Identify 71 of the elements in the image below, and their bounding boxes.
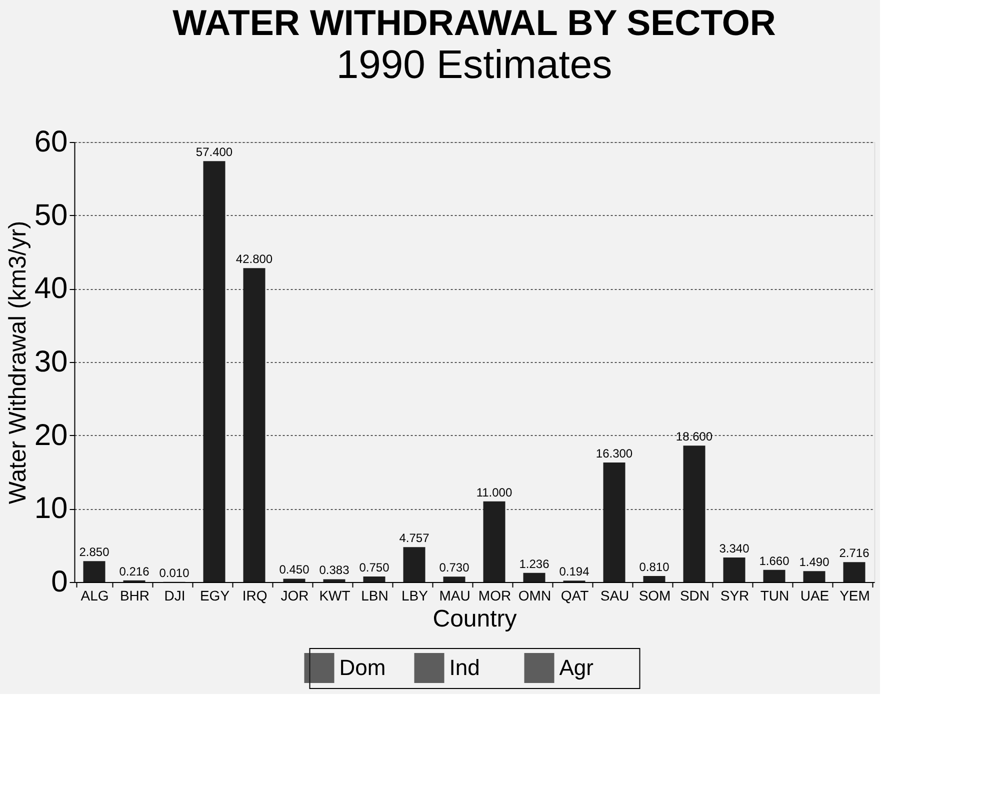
data-label: 18.600 <box>676 430 713 444</box>
data-label: 3.340 <box>719 542 750 556</box>
bar <box>523 572 546 582</box>
bar <box>843 562 866 582</box>
y-tick-label: 20 <box>34 418 68 452</box>
x-tick-label: TUN <box>760 588 790 604</box>
bar <box>603 462 626 582</box>
x-tick-label: DJI <box>164 588 186 604</box>
data-label: 0.750 <box>359 560 390 574</box>
y-axis-title: Water Withdrawal (km3/yr) <box>4 220 32 504</box>
bar <box>243 268 266 582</box>
legend-label: Ind <box>449 655 480 680</box>
bar <box>683 446 706 582</box>
data-label: 0.216 <box>119 564 150 578</box>
bar <box>483 501 506 582</box>
x-tick-label: UAE <box>800 588 830 604</box>
data-label: 0.383 <box>319 563 350 578</box>
data-label: 1.490 <box>799 555 830 570</box>
data-label: 0.194 <box>559 564 590 579</box>
chart-subtitle: 1990 Estimates <box>336 43 612 87</box>
x-tick-label: SAU <box>600 588 630 604</box>
bar <box>763 570 786 582</box>
data-label: 42.800 <box>236 252 273 266</box>
data-label: 57.400 <box>196 145 233 160</box>
data-label: 2.850 <box>79 545 110 560</box>
y-tick-label: 50 <box>34 198 68 232</box>
data-label: 0.810 <box>639 560 670 574</box>
x-tick-label: SDN <box>680 588 710 604</box>
data-label: 16.300 <box>596 446 633 460</box>
bar <box>203 161 226 582</box>
x-tick-label: MAU <box>439 588 470 604</box>
x-tick-label: OMN <box>518 588 552 604</box>
bar <box>323 579 346 582</box>
x-tick-label: EGY <box>200 588 230 604</box>
y-tick-label: 40 <box>34 272 68 306</box>
x-tick-label: IRQ <box>242 588 268 604</box>
x-tick-label: ALG <box>80 588 109 604</box>
data-label: 11.000 <box>476 485 512 500</box>
x-tick-label: QAT <box>560 588 590 604</box>
x-tick-label: LBN <box>361 588 388 604</box>
x-tick-label: KWT <box>319 588 351 604</box>
data-label: 0.450 <box>279 562 310 577</box>
data-label: 4.757 <box>399 531 430 546</box>
x-tick-label: SOM <box>638 588 671 604</box>
legend-label: Dom <box>339 655 386 680</box>
y-tick-label: 30 <box>34 346 68 378</box>
data-label: 1.660 <box>759 554 790 568</box>
y-tick-label: 60 <box>34 126 68 158</box>
bar <box>363 576 386 582</box>
data-label: 2.716 <box>839 546 870 560</box>
bar <box>803 571 826 582</box>
x-axis-title: Country <box>432 606 517 632</box>
y-tick-label: 0 <box>51 566 68 598</box>
data-label: 0.010 <box>159 566 190 580</box>
x-tick-label: YEM <box>840 588 870 604</box>
chart-title: WATER WITHDRAWAL BY SECTOR <box>172 2 776 43</box>
bar <box>643 576 666 582</box>
legend-label: Agr <box>559 655 594 680</box>
bar <box>83 561 106 582</box>
data-label: 1.236 <box>519 556 550 571</box>
data-label: 0.730 <box>439 560 470 575</box>
x-tick-label: BHR <box>120 588 150 604</box>
x-tick-label: SYR <box>720 588 750 604</box>
bar <box>283 578 306 582</box>
bar <box>443 576 466 582</box>
y-tick-label: 10 <box>34 492 68 526</box>
x-tick-label: JOR <box>280 588 309 604</box>
x-tick-label: LBY <box>402 588 429 604</box>
bar <box>723 558 746 582</box>
bar <box>403 547 426 582</box>
x-tick-label: MOR <box>478 588 512 604</box>
